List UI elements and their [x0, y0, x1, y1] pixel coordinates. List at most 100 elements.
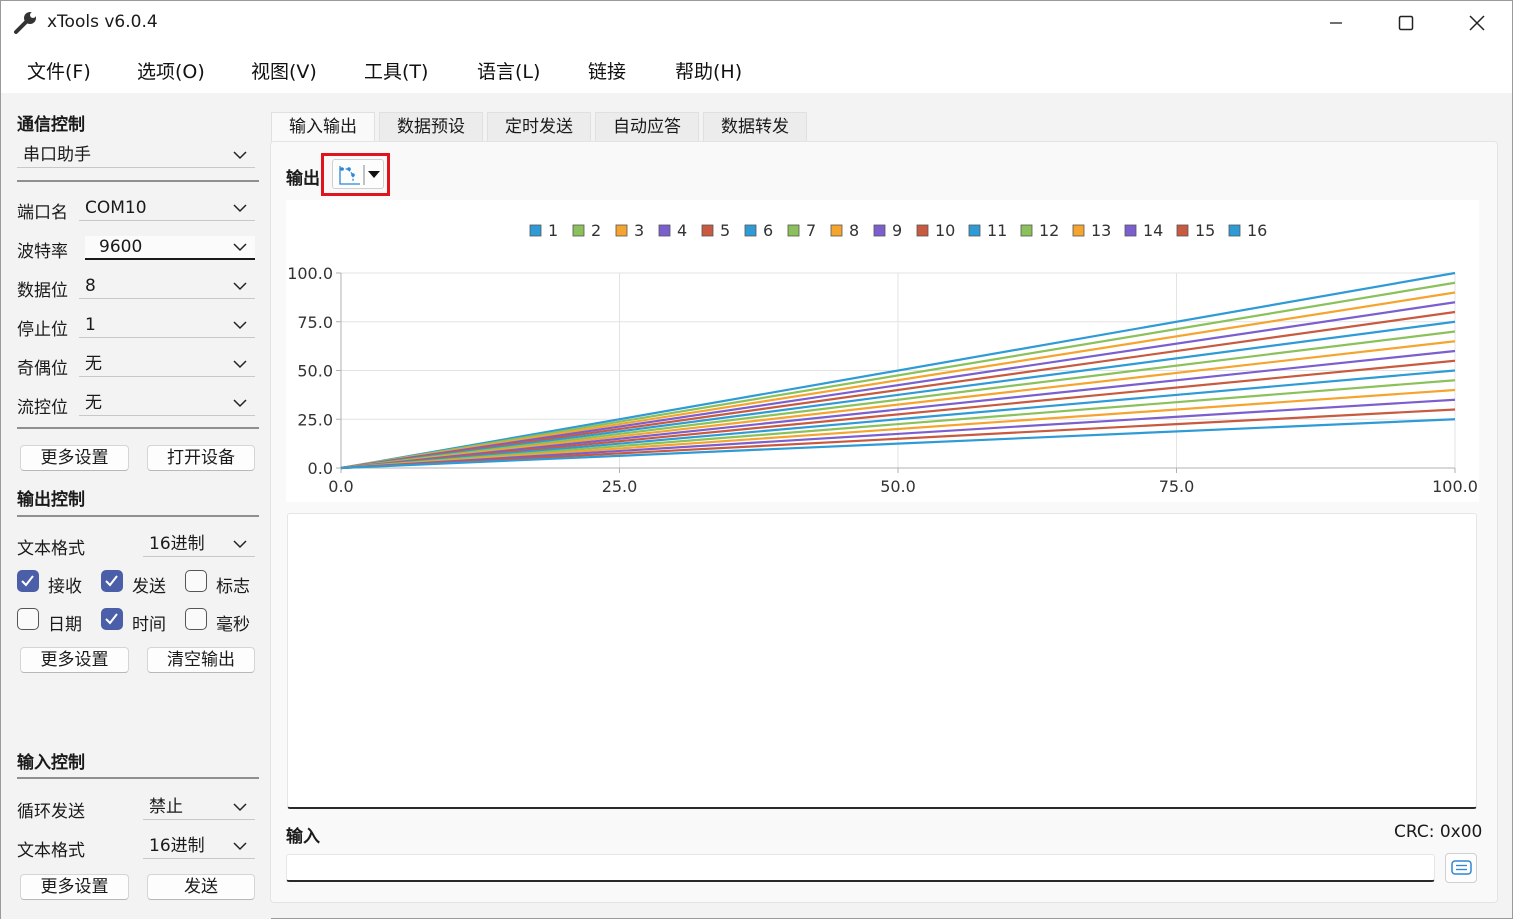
legend-item-16: 16	[1228, 221, 1267, 240]
input-format-button[interactable]	[1445, 853, 1477, 883]
output-more-settings-button[interactable]: 更多设置	[20, 647, 129, 673]
maximize-icon	[1398, 15, 1414, 31]
chevron-down-icon	[233, 360, 247, 369]
time-checkbox[interactable]	[101, 608, 123, 630]
parity-label: 奇偶位	[17, 359, 68, 379]
databits-select[interactable]: 8	[79, 275, 255, 299]
separator	[17, 180, 259, 182]
stopbits-select-value: 1	[85, 315, 96, 335]
menu-view[interactable]: 视图(V)	[251, 61, 317, 83]
flag-checkbox-label: 标志	[216, 577, 250, 597]
legend-item-5: 5	[701, 221, 730, 240]
menu-links[interactable]: 链接	[588, 61, 627, 83]
clear-output-button[interactable]: 清空输出	[147, 647, 255, 673]
parity-select-value: 无	[85, 354, 102, 374]
parity-select[interactable]: 无	[79, 353, 255, 377]
close-button[interactable]	[1442, 1, 1512, 45]
chart-toggle-button[interactable]	[332, 159, 384, 189]
input-format-select[interactable]: 16进制	[143, 835, 255, 859]
series-line-3	[340, 291, 1456, 470]
date-checkbox[interactable]	[17, 608, 39, 630]
baud-select[interactable]: 9600	[85, 236, 255, 260]
output-textbox[interactable]	[287, 513, 1477, 809]
send-button[interactable]: 发送	[147, 874, 255, 900]
legend-swatch	[1228, 224, 1241, 237]
separator	[17, 515, 259, 517]
series-line-11	[340, 369, 1456, 470]
port-select[interactable]: COM10	[79, 197, 255, 221]
comm-control-title: 通信控制	[17, 115, 85, 135]
tab-io[interactable]: 输入输出	[271, 112, 375, 142]
mode-select[interactable]: 串口助手	[17, 144, 255, 168]
line-chart: 1 2 3 4 5 6 7 8 9 10 11 12 13 14 15 16 0.0 25.0 50.0 75.0 1…	[286, 200, 1479, 502]
crc-value: CRC: 0x00	[1394, 822, 1483, 842]
legend-swatch	[1020, 224, 1033, 237]
legend-swatch	[787, 224, 800, 237]
legend-swatch	[916, 224, 929, 237]
legend-label: 6	[763, 221, 773, 240]
legend-label: 4	[677, 221, 687, 240]
check-icon	[21, 575, 34, 587]
tab-auto-reply[interactable]: 自动应答	[595, 112, 699, 142]
y-tick-label: 25.0	[297, 410, 333, 429]
x-tick-label: 50.0	[880, 477, 916, 496]
loop-send-select[interactable]: 禁止	[143, 796, 255, 820]
comm-more-settings-button[interactable]: 更多设置	[20, 445, 129, 471]
chevron-down-icon	[233, 540, 247, 549]
open-device-button[interactable]: 打开设备	[147, 445, 255, 471]
legend-item-1: 1	[529, 221, 558, 240]
series-line-9	[340, 349, 1456, 470]
tab-forward[interactable]: 数据转发	[703, 112, 807, 142]
tab-presets[interactable]: 数据预设	[379, 112, 483, 142]
sidebar	[1, 93, 271, 919]
wrench-icon	[13, 11, 39, 35]
legend-swatch	[529, 224, 542, 237]
menu-file[interactable]: 文件(F)	[27, 61, 91, 83]
x-tick-label: 25.0	[602, 477, 638, 496]
legend-label: 8	[849, 221, 859, 240]
chevron-down-icon	[233, 151, 247, 160]
series-line-2	[340, 281, 1456, 470]
menu-options[interactable]: 选项(O)	[137, 61, 205, 83]
minimize-button[interactable]	[1301, 1, 1371, 45]
legend-label: 3	[634, 221, 644, 240]
line-chart-icon	[339, 166, 360, 185]
input-control-title: 输入控制	[17, 753, 85, 773]
series-line-16	[340, 418, 1456, 470]
flag-checkbox[interactable]	[185, 570, 207, 592]
input-field[interactable]	[286, 854, 1435, 882]
menu-language[interactable]: 语言(L)	[477, 61, 541, 83]
port-label: 端口名	[17, 203, 68, 223]
menu-help[interactable]: 帮助(H)	[675, 61, 743, 83]
chevron-down-icon	[233, 321, 247, 330]
databits-select-value: 8	[85, 276, 96, 296]
legend-item-10: 10	[916, 221, 955, 240]
receive-checkbox[interactable]	[17, 570, 39, 592]
maximize-button[interactable]	[1371, 1, 1441, 45]
send-checkbox[interactable]	[101, 570, 123, 592]
output-format-select[interactable]: 16进制	[143, 533, 255, 557]
legend-item-7: 7	[787, 221, 816, 240]
series-line-15	[340, 408, 1456, 470]
legend-swatch	[615, 224, 628, 237]
menu-tools[interactable]: 工具(T)	[364, 61, 429, 83]
output-format-label: 文本格式	[17, 539, 85, 559]
legend-item-15: 15	[1176, 221, 1215, 240]
tab-timer-send[interactable]: 定时发送	[487, 112, 591, 142]
flow-select[interactable]: 无	[79, 392, 255, 416]
x-tick-label: 75.0	[1159, 477, 1195, 496]
mode-select-value: 串口助手	[23, 145, 91, 165]
stopbits-select[interactable]: 1	[79, 314, 255, 338]
y-tick-label: 100.0	[287, 264, 333, 283]
input-more-settings-button[interactable]: 更多设置	[20, 874, 129, 900]
ms-checkbox[interactable]	[185, 608, 207, 630]
legend-item-11: 11	[968, 221, 1007, 240]
flow-label: 流控位	[17, 398, 68, 418]
text-lines-icon	[1451, 860, 1472, 875]
series-line-1	[340, 271, 1456, 470]
x-tick-label: 0.0	[328, 477, 353, 496]
x-tick-label: 100.0	[1432, 477, 1478, 496]
loop-send-select-value: 禁止	[149, 797, 183, 817]
flow-select-value: 无	[85, 393, 102, 413]
time-checkbox-label: 时间	[132, 615, 166, 635]
